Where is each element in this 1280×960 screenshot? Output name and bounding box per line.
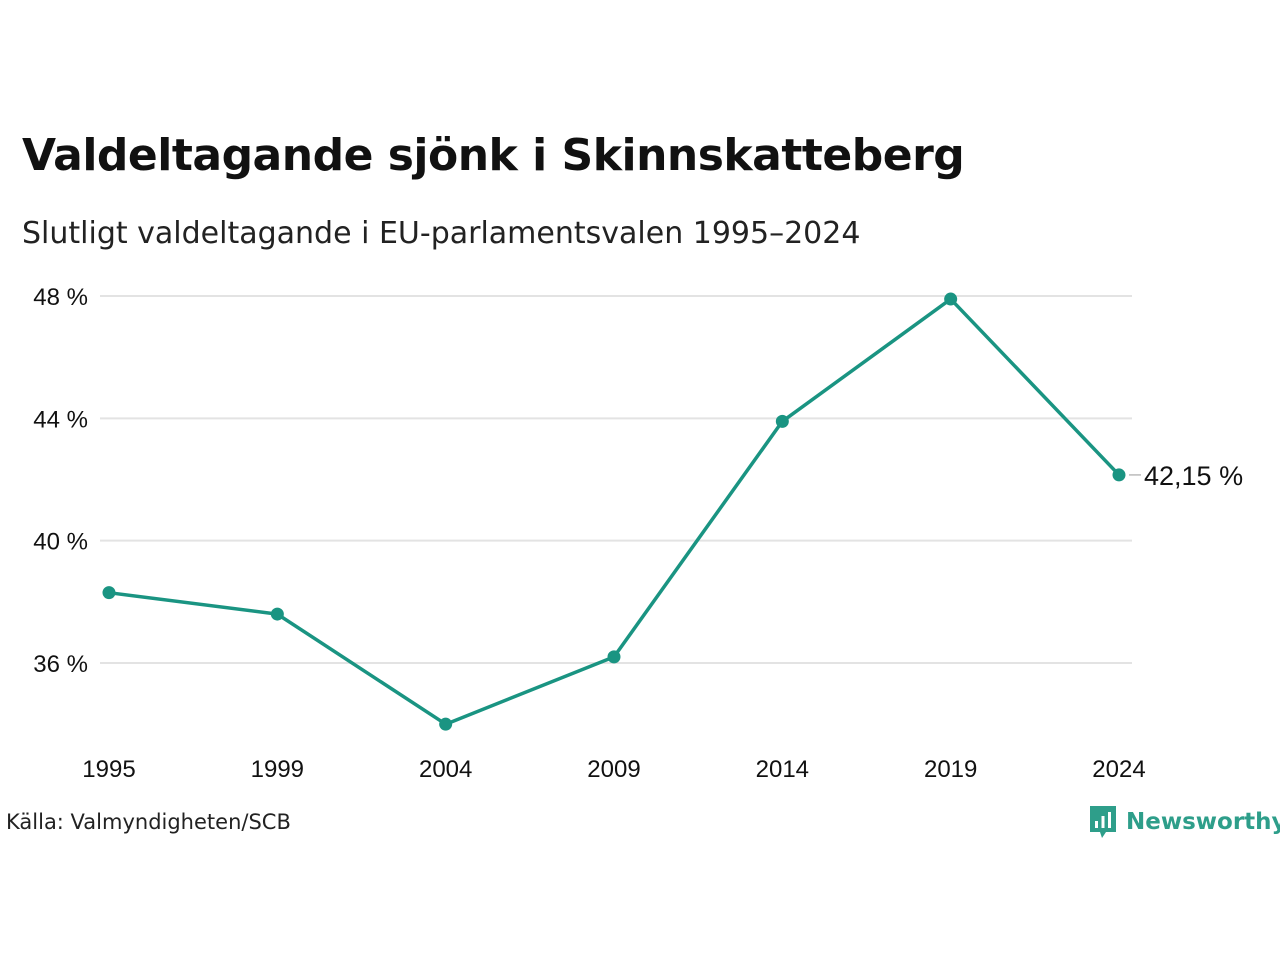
data-point xyxy=(102,586,116,600)
x-tick-label: 2014 xyxy=(756,756,809,783)
y-tick-label: 40 % xyxy=(33,529,88,556)
data-point xyxy=(1112,468,1126,482)
newsworthy-logo-icon xyxy=(1090,806,1116,838)
x-tick-label: 2004 xyxy=(419,756,472,783)
axis-labels: 36 % 40 % 44 % 48 % 1995 1999 2004 2009 2014 2019… xyxy=(33,284,1145,783)
data-point xyxy=(270,607,284,621)
x-tick-label: 1995 xyxy=(82,756,135,783)
chart-title: Valdeltagande sjönk i Skinnskatteberg xyxy=(22,130,965,181)
series-layer: 42,15 % xyxy=(102,292,1243,731)
data-point xyxy=(775,414,789,428)
y-tick-label: 36 % xyxy=(33,651,88,678)
x-tick-label: 1999 xyxy=(251,756,304,783)
end-value-label: 42,15 % xyxy=(1144,461,1243,491)
data-point xyxy=(607,650,621,664)
x-tick-label: 2024 xyxy=(1092,756,1145,783)
data-point xyxy=(944,292,958,306)
brand-logo: Newsworthy xyxy=(1088,804,1280,840)
grid-lines xyxy=(100,295,1132,664)
source-note: Källa: Valmyndigheten/SCB xyxy=(6,810,291,834)
brand-name: Newsworthy xyxy=(1126,809,1280,835)
x-tick-label: 2009 xyxy=(587,756,640,783)
y-tick-label: 48 % xyxy=(33,284,88,311)
y-tick-label: 44 % xyxy=(33,406,88,433)
data-point xyxy=(439,717,453,731)
x-tick-label: 2019 xyxy=(924,756,977,783)
chart-subtitle: Slutligt valdeltagande i EU-parlamentsva… xyxy=(22,216,861,251)
